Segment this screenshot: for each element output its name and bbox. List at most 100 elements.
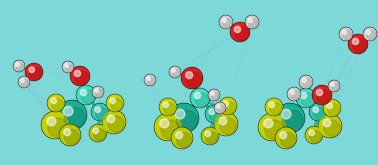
Circle shape — [206, 106, 222, 122]
Circle shape — [280, 132, 296, 148]
Circle shape — [310, 104, 326, 120]
Circle shape — [95, 107, 101, 113]
Circle shape — [147, 77, 150, 80]
Circle shape — [302, 78, 307, 82]
Circle shape — [220, 98, 236, 114]
Circle shape — [209, 110, 222, 122]
Circle shape — [259, 114, 285, 140]
Circle shape — [329, 81, 339, 91]
Circle shape — [172, 128, 192, 148]
Circle shape — [339, 27, 353, 41]
Circle shape — [287, 87, 301, 101]
Circle shape — [224, 102, 235, 114]
Circle shape — [92, 104, 108, 120]
Circle shape — [331, 83, 335, 86]
Circle shape — [217, 105, 220, 108]
Circle shape — [246, 16, 258, 28]
Circle shape — [282, 110, 303, 131]
Circle shape — [191, 89, 209, 107]
Circle shape — [316, 89, 323, 96]
Circle shape — [16, 63, 19, 66]
Circle shape — [291, 91, 300, 100]
Circle shape — [108, 116, 124, 132]
Circle shape — [160, 119, 169, 128]
Circle shape — [202, 128, 218, 144]
Circle shape — [47, 117, 56, 126]
Circle shape — [249, 19, 258, 28]
Circle shape — [288, 88, 300, 100]
Circle shape — [275, 127, 297, 149]
Circle shape — [92, 86, 104, 98]
Circle shape — [21, 79, 24, 82]
Circle shape — [219, 15, 233, 29]
Circle shape — [312, 85, 332, 105]
Circle shape — [367, 31, 376, 40]
Circle shape — [48, 95, 64, 111]
Circle shape — [194, 92, 201, 99]
Circle shape — [265, 98, 283, 116]
Circle shape — [366, 30, 370, 34]
Circle shape — [327, 103, 333, 109]
Circle shape — [303, 79, 312, 88]
Circle shape — [363, 27, 377, 41]
Circle shape — [96, 108, 108, 120]
Circle shape — [364, 28, 376, 40]
Circle shape — [111, 99, 122, 111]
Circle shape — [318, 114, 342, 138]
Circle shape — [223, 19, 232, 28]
Circle shape — [340, 28, 352, 40]
Circle shape — [206, 132, 218, 144]
Circle shape — [269, 102, 274, 108]
Circle shape — [182, 68, 202, 88]
Circle shape — [205, 131, 211, 137]
Circle shape — [324, 100, 340, 116]
Circle shape — [219, 117, 227, 125]
Circle shape — [211, 92, 219, 100]
Circle shape — [47, 94, 65, 112]
Circle shape — [176, 110, 197, 131]
Circle shape — [41, 111, 69, 139]
Circle shape — [81, 90, 94, 104]
Circle shape — [280, 132, 287, 139]
Circle shape — [214, 112, 238, 136]
Circle shape — [296, 88, 316, 108]
Circle shape — [51, 98, 57, 104]
Circle shape — [75, 71, 88, 84]
Circle shape — [81, 89, 87, 96]
Circle shape — [190, 88, 210, 108]
Circle shape — [161, 120, 180, 139]
Circle shape — [281, 109, 291, 119]
Circle shape — [231, 23, 249, 41]
Circle shape — [169, 103, 199, 133]
Circle shape — [270, 103, 282, 115]
Circle shape — [276, 128, 296, 148]
Circle shape — [144, 74, 156, 86]
Circle shape — [186, 72, 193, 79]
Circle shape — [222, 18, 226, 22]
Circle shape — [29, 67, 34, 73]
Circle shape — [313, 107, 319, 113]
Circle shape — [319, 115, 341, 137]
Circle shape — [353, 39, 367, 52]
Circle shape — [348, 34, 368, 54]
Circle shape — [209, 90, 219, 100]
Circle shape — [328, 80, 340, 92]
Circle shape — [214, 102, 226, 114]
Circle shape — [248, 18, 253, 22]
Circle shape — [65, 64, 68, 67]
Circle shape — [328, 104, 339, 116]
Circle shape — [181, 67, 203, 89]
Circle shape — [18, 76, 30, 88]
Circle shape — [170, 104, 198, 132]
Circle shape — [172, 69, 175, 72]
Circle shape — [147, 77, 155, 85]
Circle shape — [177, 132, 192, 148]
Circle shape — [164, 103, 176, 115]
Circle shape — [265, 120, 284, 139]
Circle shape — [90, 125, 106, 141]
Circle shape — [266, 99, 282, 115]
Circle shape — [245, 15, 259, 29]
Circle shape — [170, 67, 180, 77]
Circle shape — [13, 60, 25, 72]
Circle shape — [160, 99, 176, 115]
